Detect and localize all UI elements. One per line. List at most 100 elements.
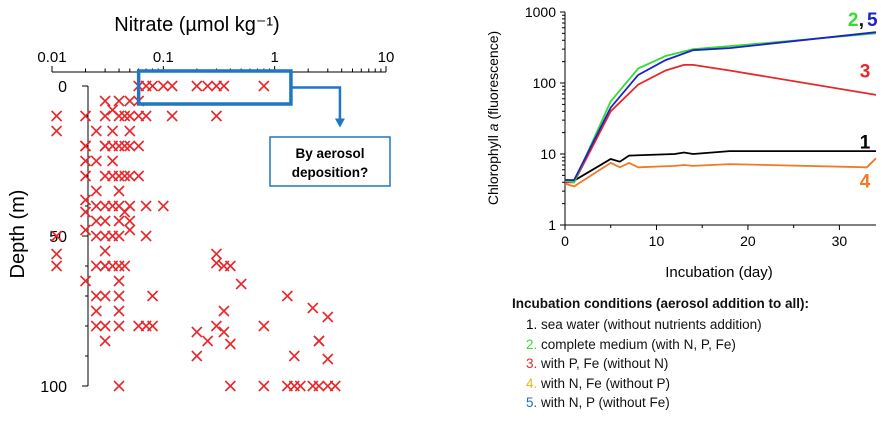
- data-point: [218, 326, 230, 338]
- data-point: [113, 380, 125, 392]
- y-tick-label: 100: [533, 75, 557, 91]
- legend-item-text: with N, P (without Fe): [537, 395, 670, 410]
- data-point: [124, 215, 136, 227]
- data-point: [119, 260, 131, 272]
- right-axes: 1 10 100 1000 0 10 20 30: [525, 4, 876, 249]
- series-line-4: [564, 157, 877, 188]
- data-point: [210, 257, 223, 269]
- data-point: [146, 320, 159, 332]
- data-point: [124, 125, 136, 137]
- x-tick-label: 0: [561, 233, 569, 249]
- data-point: [202, 335, 214, 347]
- data-point: [210, 110, 223, 122]
- data-point: [258, 380, 270, 392]
- callout-text-line2: deposition?: [292, 165, 369, 180]
- data-point: [90, 185, 102, 197]
- legend-item: 2. complete medium (with N, P, Fe): [526, 335, 884, 355]
- callout-box: [269, 136, 391, 187]
- series-label: 2: [848, 10, 859, 31]
- legend-title: Incubation conditions (aerosol addition …: [512, 296, 809, 311]
- data-point: [258, 320, 270, 332]
- callout-arrow: [290, 86, 342, 121]
- data-point: [90, 155, 102, 167]
- data-point: [90, 215, 102, 227]
- ylabel-part: Chlorophyll: [485, 131, 501, 205]
- data-point: [307, 302, 319, 314]
- data-point: [166, 80, 178, 92]
- data-point: [124, 200, 136, 212]
- data-point: [51, 260, 63, 272]
- series-label: 4: [860, 172, 871, 193]
- data-point: [90, 320, 102, 332]
- data-point: [166, 110, 178, 122]
- data-point: [113, 230, 125, 242]
- data-point: [99, 290, 111, 302]
- data-point: [107, 125, 119, 137]
- data-point: [79, 155, 92, 167]
- data-point: [224, 260, 236, 272]
- series-label: 1: [860, 132, 871, 153]
- data-point: [79, 194, 92, 206]
- data-point: [79, 110, 92, 122]
- legend-item-number: 5.: [526, 395, 538, 410]
- legend-item-number: 1.: [526, 317, 538, 332]
- legend-item-text: complete medium (with N, P, Fe): [537, 336, 736, 352]
- data-point: [124, 110, 136, 122]
- data-point: [140, 200, 152, 212]
- data-point: [191, 80, 203, 92]
- nitrate-depth-chart: Nitrate (µmol kg⁻¹) Depth (m) 0.01 0.1 1 10…: [7, 14, 394, 396]
- data-point: [99, 335, 111, 347]
- data-point: [157, 80, 169, 92]
- data-point: [113, 110, 125, 122]
- data-point: [124, 224, 136, 236]
- data-point: [218, 305, 230, 317]
- y-tick-label: 10: [540, 146, 556, 162]
- data-point: [79, 206, 92, 218]
- data-point: [322, 353, 334, 365]
- data-point: [146, 80, 159, 92]
- data-point: [224, 338, 236, 350]
- data-point: [218, 80, 230, 92]
- data-point: [202, 80, 214, 92]
- data-point: [99, 215, 111, 227]
- series-number-labels: 2, 5 3 1 4: [848, 10, 878, 193]
- legend-item-text: sea water (without nutrients addition): [537, 317, 762, 332]
- data-point: [313, 335, 325, 347]
- x-tick-label: 1: [270, 49, 278, 66]
- x-tick-label: 0.1: [153, 49, 174, 66]
- data-point: [79, 275, 92, 287]
- data-point: [99, 245, 111, 257]
- legend-item: 1. sea water (without nutrients addition…: [526, 315, 884, 335]
- data-point: [90, 200, 102, 212]
- data-point: [313, 380, 325, 392]
- aerosol-annotation: By aerosol deposition?: [136, 69, 391, 187]
- right-x-axis-label: Incubation (day): [665, 264, 773, 281]
- data-point: [157, 200, 169, 212]
- x-tick-label: 20: [740, 233, 756, 249]
- series-label: 3: [860, 61, 871, 82]
- data-point: [90, 125, 102, 137]
- incubation-legend: Incubation conditions (aerosol addition …: [512, 296, 884, 413]
- data-point: [51, 230, 63, 242]
- series-label: 5: [867, 10, 878, 31]
- data-point: [329, 380, 341, 392]
- legend-item: 5. with N, P (without Fe): [526, 393, 884, 413]
- data-point: [113, 290, 125, 302]
- data-point: [113, 275, 125, 287]
- data-point: [51, 110, 63, 122]
- series-line-2: [564, 32, 877, 184]
- data-point: [235, 278, 247, 290]
- legend-item: 3. with P, Fe (without N): [526, 354, 884, 374]
- data-point: [210, 320, 223, 332]
- data-point: [51, 125, 63, 137]
- data-point: [113, 95, 125, 107]
- series-line-5: [565, 31, 877, 181]
- data-point: [133, 170, 145, 182]
- callout-text-line1: By aerosol: [295, 146, 364, 161]
- x-tick-label: 10: [649, 233, 665, 249]
- series-line-1: [564, 150, 876, 182]
- data-point: [124, 170, 136, 182]
- data-point: [90, 305, 102, 317]
- data-point: [258, 80, 270, 92]
- nitrate-points: [51, 80, 341, 392]
